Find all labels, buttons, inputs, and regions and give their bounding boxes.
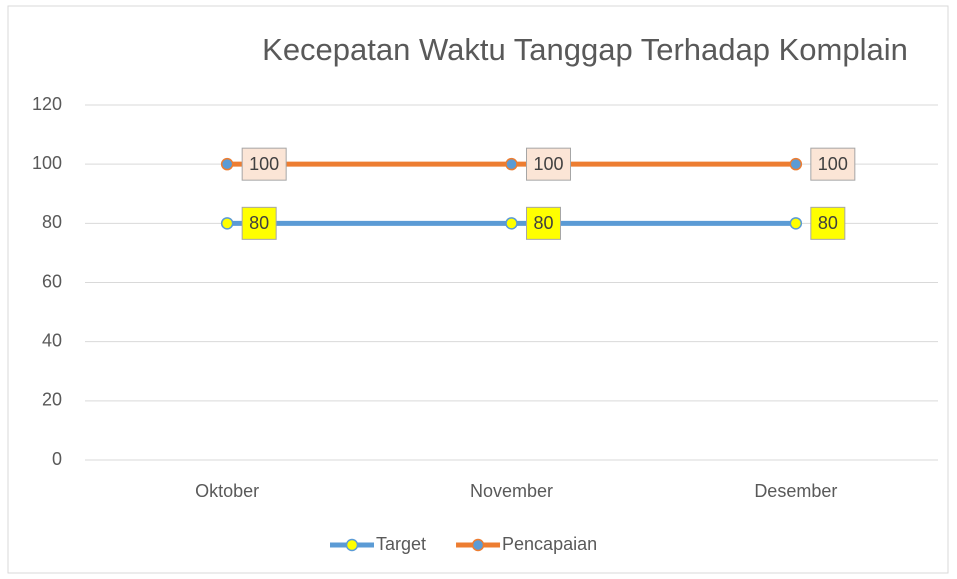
x-tick-label: Desember (754, 481, 837, 501)
legend-marker (471, 538, 485, 552)
marker (220, 217, 234, 230)
legend-label: Pencapaian (502, 534, 597, 554)
legend-label: Target (376, 534, 426, 554)
data-label: 100 (818, 154, 848, 174)
data-label: 100 (249, 154, 279, 174)
y-tick-label: 0 (52, 449, 62, 469)
data-label-box (810, 206, 846, 240)
data-label: 80 (533, 213, 553, 233)
data-label: 100 (533, 154, 563, 174)
chart-border (7, 5, 949, 574)
marker (505, 217, 518, 230)
data-label-box (526, 206, 561, 240)
y-tick-label: 20 (42, 390, 62, 410)
data-label-box (810, 147, 856, 181)
chart-title: Kecepatan Waktu Tanggap Terhadap Komplai… (262, 32, 908, 67)
data-label: 80 (249, 213, 269, 233)
y-tick-label: 80 (42, 212, 62, 232)
marker (220, 157, 234, 171)
y-tick-label: 60 (42, 271, 62, 291)
data-label-box (241, 206, 277, 240)
marker (789, 157, 803, 171)
x-tick-label: November (470, 481, 553, 501)
marker (505, 157, 518, 171)
y-tick-label: 40 (42, 330, 62, 350)
data-label-box (241, 147, 287, 181)
marker (789, 217, 803, 230)
legend-marker (345, 538, 359, 552)
data-label: 80 (818, 213, 838, 233)
y-tick-label: 100 (32, 153, 62, 173)
x-tick-label: Oktober (195, 481, 259, 501)
y-tick-label: 120 (32, 94, 62, 114)
data-label-box (526, 147, 571, 181)
